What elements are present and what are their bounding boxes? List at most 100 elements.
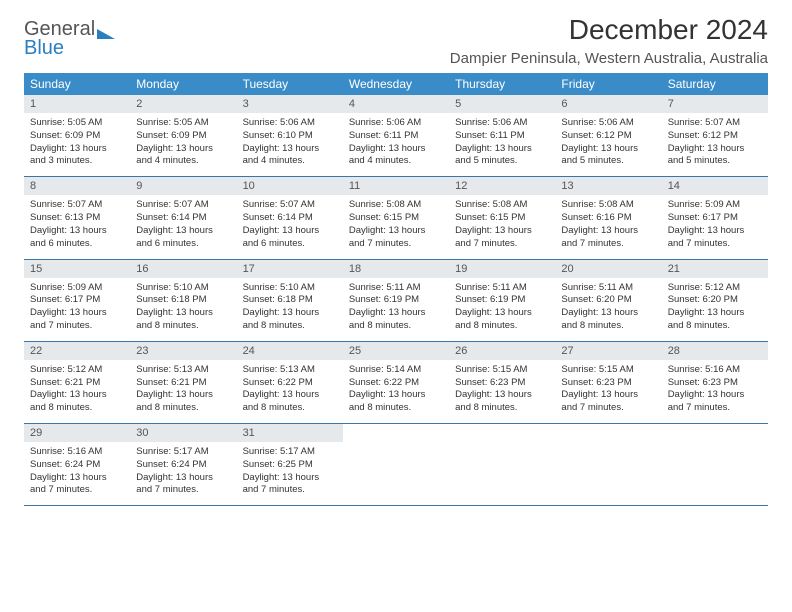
day-number: 8: [24, 177, 130, 195]
location-text: Dampier Peninsula, Western Australia, Au…: [450, 50, 768, 67]
day-details: Sunrise: 5:05 AMSunset: 6:09 PMDaylight:…: [130, 113, 236, 176]
day-number: 21: [662, 260, 768, 278]
calendar-cell: 15Sunrise: 5:09 AMSunset: 6:17 PMDayligh…: [24, 259, 130, 341]
calendar-cell: 14Sunrise: 5:09 AMSunset: 6:17 PMDayligh…: [662, 177, 768, 259]
calendar-table: Sunday Monday Tuesday Wednesday Thursday…: [24, 73, 768, 506]
calendar-cell: 28Sunrise: 5:16 AMSunset: 6:23 PMDayligh…: [662, 341, 768, 423]
day-number: 11: [343, 177, 449, 195]
day-number: 30: [130, 424, 236, 442]
calendar-cell: [662, 424, 768, 506]
day-details: Sunrise: 5:17 AMSunset: 6:24 PMDaylight:…: [130, 442, 236, 505]
calendar-cell: 20Sunrise: 5:11 AMSunset: 6:20 PMDayligh…: [555, 259, 661, 341]
day-details: Sunrise: 5:09 AMSunset: 6:17 PMDaylight:…: [662, 195, 768, 258]
calendar-cell: 4Sunrise: 5:06 AMSunset: 6:11 PMDaylight…: [343, 95, 449, 177]
day-number: 22: [24, 342, 130, 360]
day-number: 10: [237, 177, 343, 195]
day-details: Sunrise: 5:15 AMSunset: 6:23 PMDaylight:…: [555, 360, 661, 423]
day-details: Sunrise: 5:17 AMSunset: 6:25 PMDaylight:…: [237, 442, 343, 505]
day-details: Sunrise: 5:08 AMSunset: 6:15 PMDaylight:…: [449, 195, 555, 258]
calendar-cell: 13Sunrise: 5:08 AMSunset: 6:16 PMDayligh…: [555, 177, 661, 259]
day-number: 28: [662, 342, 768, 360]
calendar-cell: 2Sunrise: 5:05 AMSunset: 6:09 PMDaylight…: [130, 95, 236, 177]
calendar-cell: 3Sunrise: 5:06 AMSunset: 6:10 PMDaylight…: [237, 95, 343, 177]
weekday-header: Saturday: [662, 73, 768, 95]
calendar-cell: [449, 424, 555, 506]
calendar-cell: 1Sunrise: 5:05 AMSunset: 6:09 PMDaylight…: [24, 95, 130, 177]
day-number: 16: [130, 260, 236, 278]
day-number: 23: [130, 342, 236, 360]
day-number: 20: [555, 260, 661, 278]
day-details: Sunrise: 5:07 AMSunset: 6:14 PMDaylight:…: [237, 195, 343, 258]
day-details: Sunrise: 5:06 AMSunset: 6:11 PMDaylight:…: [343, 113, 449, 176]
weekday-header: Monday: [130, 73, 236, 95]
header: General Blue December 2024 Dampier Penin…: [24, 14, 768, 67]
calendar-cell: [555, 424, 661, 506]
calendar-cell: 11Sunrise: 5:08 AMSunset: 6:15 PMDayligh…: [343, 177, 449, 259]
day-details: Sunrise: 5:06 AMSunset: 6:10 PMDaylight:…: [237, 113, 343, 176]
day-details: Sunrise: 5:10 AMSunset: 6:18 PMDaylight:…: [130, 278, 236, 341]
calendar-cell: 22Sunrise: 5:12 AMSunset: 6:21 PMDayligh…: [24, 341, 130, 423]
day-details: Sunrise: 5:11 AMSunset: 6:19 PMDaylight:…: [343, 278, 449, 341]
calendar-cell: 7Sunrise: 5:07 AMSunset: 6:12 PMDaylight…: [662, 95, 768, 177]
logo-mark-icon: [97, 29, 115, 39]
day-number: 12: [449, 177, 555, 195]
day-number: 14: [662, 177, 768, 195]
calendar-cell: 25Sunrise: 5:14 AMSunset: 6:22 PMDayligh…: [343, 341, 449, 423]
calendar-week-row: 29Sunrise: 5:16 AMSunset: 6:24 PMDayligh…: [24, 424, 768, 506]
day-details: Sunrise: 5:12 AMSunset: 6:21 PMDaylight:…: [24, 360, 130, 423]
day-details: Sunrise: 5:14 AMSunset: 6:22 PMDaylight:…: [343, 360, 449, 423]
day-details: Sunrise: 5:13 AMSunset: 6:21 PMDaylight:…: [130, 360, 236, 423]
weekday-header: Thursday: [449, 73, 555, 95]
calendar-cell: 16Sunrise: 5:10 AMSunset: 6:18 PMDayligh…: [130, 259, 236, 341]
calendar-cell: 30Sunrise: 5:17 AMSunset: 6:24 PMDayligh…: [130, 424, 236, 506]
weekday-header: Sunday: [24, 73, 130, 95]
day-details: Sunrise: 5:06 AMSunset: 6:12 PMDaylight:…: [555, 113, 661, 176]
day-number: 17: [237, 260, 343, 278]
day-number: 3: [237, 95, 343, 113]
day-details: Sunrise: 5:07 AMSunset: 6:14 PMDaylight:…: [130, 195, 236, 258]
weekday-header-row: Sunday Monday Tuesday Wednesday Thursday…: [24, 73, 768, 95]
calendar-week-row: 15Sunrise: 5:09 AMSunset: 6:17 PMDayligh…: [24, 259, 768, 341]
day-number: 5: [449, 95, 555, 113]
day-number: 25: [343, 342, 449, 360]
page-title: December 2024: [450, 14, 768, 46]
title-block: December 2024 Dampier Peninsula, Western…: [450, 14, 768, 67]
day-details: Sunrise: 5:13 AMSunset: 6:22 PMDaylight:…: [237, 360, 343, 423]
calendar-cell: 24Sunrise: 5:13 AMSunset: 6:22 PMDayligh…: [237, 341, 343, 423]
calendar-cell: 8Sunrise: 5:07 AMSunset: 6:13 PMDaylight…: [24, 177, 130, 259]
day-details: Sunrise: 5:16 AMSunset: 6:23 PMDaylight:…: [662, 360, 768, 423]
day-number: 24: [237, 342, 343, 360]
calendar-cell: 10Sunrise: 5:07 AMSunset: 6:14 PMDayligh…: [237, 177, 343, 259]
day-number: 15: [24, 260, 130, 278]
calendar-cell: 6Sunrise: 5:06 AMSunset: 6:12 PMDaylight…: [555, 95, 661, 177]
day-number: 19: [449, 260, 555, 278]
day-details: Sunrise: 5:08 AMSunset: 6:15 PMDaylight:…: [343, 195, 449, 258]
logo: General Blue: [24, 14, 115, 58]
day-number: 31: [237, 424, 343, 442]
calendar-cell: 23Sunrise: 5:13 AMSunset: 6:21 PMDayligh…: [130, 341, 236, 423]
day-number: 27: [555, 342, 661, 360]
day-number: 4: [343, 95, 449, 113]
calendar-cell: 18Sunrise: 5:11 AMSunset: 6:19 PMDayligh…: [343, 259, 449, 341]
day-details: Sunrise: 5:06 AMSunset: 6:11 PMDaylight:…: [449, 113, 555, 176]
day-details: Sunrise: 5:16 AMSunset: 6:24 PMDaylight:…: [24, 442, 130, 505]
calendar-body: 1Sunrise: 5:05 AMSunset: 6:09 PMDaylight…: [24, 95, 768, 506]
day-number: 29: [24, 424, 130, 442]
day-details: Sunrise: 5:09 AMSunset: 6:17 PMDaylight:…: [24, 278, 130, 341]
calendar-cell: 21Sunrise: 5:12 AMSunset: 6:20 PMDayligh…: [662, 259, 768, 341]
day-details: Sunrise: 5:12 AMSunset: 6:20 PMDaylight:…: [662, 278, 768, 341]
day-details: Sunrise: 5:10 AMSunset: 6:18 PMDaylight:…: [237, 278, 343, 341]
calendar-week-row: 1Sunrise: 5:05 AMSunset: 6:09 PMDaylight…: [24, 95, 768, 177]
day-number: 9: [130, 177, 236, 195]
day-details: Sunrise: 5:08 AMSunset: 6:16 PMDaylight:…: [555, 195, 661, 258]
calendar-cell: 29Sunrise: 5:16 AMSunset: 6:24 PMDayligh…: [24, 424, 130, 506]
day-number: 18: [343, 260, 449, 278]
day-details: Sunrise: 5:05 AMSunset: 6:09 PMDaylight:…: [24, 113, 130, 176]
calendar-cell: 5Sunrise: 5:06 AMSunset: 6:11 PMDaylight…: [449, 95, 555, 177]
day-number: 13: [555, 177, 661, 195]
calendar-week-row: 22Sunrise: 5:12 AMSunset: 6:21 PMDayligh…: [24, 341, 768, 423]
calendar-cell: 31Sunrise: 5:17 AMSunset: 6:25 PMDayligh…: [237, 424, 343, 506]
calendar-week-row: 8Sunrise: 5:07 AMSunset: 6:13 PMDaylight…: [24, 177, 768, 259]
logo-text-2: Blue: [24, 39, 115, 58]
day-number: 26: [449, 342, 555, 360]
